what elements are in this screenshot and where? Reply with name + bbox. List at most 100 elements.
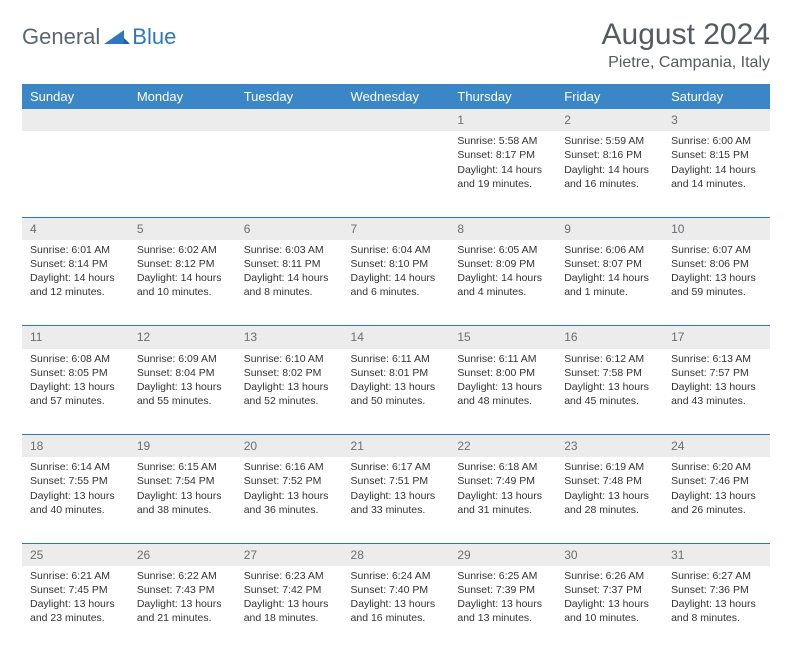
sunset-text: Sunset: 8:05 PM — [30, 366, 121, 380]
day-number: 14 — [343, 326, 450, 349]
sunrise-text: Sunrise: 6:00 AM — [671, 134, 762, 148]
sunrise-text: Sunrise: 6:05 AM — [457, 243, 548, 257]
daylight-text: Daylight: 14 hours — [244, 271, 335, 285]
day-details: Sunrise: 6:16 AMSunset: 7:52 PMDaylight:… — [236, 457, 343, 523]
daylight-text: and 12 minutes. — [30, 285, 121, 299]
page-header: General Blue August 2024 Pietre, Campani… — [22, 18, 770, 72]
sunset-text: Sunset: 7:45 PM — [30, 583, 121, 597]
sunrise-text: Sunrise: 6:23 AM — [244, 569, 335, 583]
sunset-text: Sunset: 7:55 PM — [30, 474, 121, 488]
day-details: Sunrise: 6:06 AMSunset: 8:07 PMDaylight:… — [556, 240, 663, 306]
sunset-text: Sunset: 7:39 PM — [457, 583, 548, 597]
sunset-text: Sunset: 7:49 PM — [457, 474, 548, 488]
daylight-text: Daylight: 13 hours — [351, 489, 442, 503]
sunset-text: Sunset: 8:12 PM — [137, 257, 228, 271]
day-cell: Sunrise: 6:04 AMSunset: 8:10 PMDaylight:… — [343, 240, 450, 326]
weekday-header: Saturday — [663, 84, 770, 109]
day-details: Sunrise: 6:08 AMSunset: 8:05 PMDaylight:… — [22, 349, 129, 415]
day-cell: Sunrise: 6:20 AMSunset: 7:46 PMDaylight:… — [663, 457, 770, 543]
sunset-text: Sunset: 8:04 PM — [137, 366, 228, 380]
day-number: 20 — [236, 435, 343, 458]
weekday-header: Tuesday — [236, 84, 343, 109]
daylight-text: Daylight: 13 hours — [671, 380, 762, 394]
daylight-text: and 23 minutes. — [30, 611, 121, 625]
day-number: 6 — [236, 217, 343, 240]
daylight-text: Daylight: 13 hours — [564, 597, 655, 611]
daylight-text: Daylight: 13 hours — [137, 380, 228, 394]
day-details: Sunrise: 6:20 AMSunset: 7:46 PMDaylight:… — [663, 457, 770, 523]
sunrise-text: Sunrise: 6:20 AM — [671, 460, 762, 474]
day-cell: Sunrise: 6:01 AMSunset: 8:14 PMDaylight:… — [22, 240, 129, 326]
day-body-row: Sunrise: 5:58 AMSunset: 8:17 PMDaylight:… — [22, 131, 770, 217]
daylight-text: and 38 minutes. — [137, 503, 228, 517]
daylight-text: and 1 minute. — [564, 285, 655, 299]
day-details: Sunrise: 6:26 AMSunset: 7:37 PMDaylight:… — [556, 566, 663, 632]
day-cell — [129, 131, 236, 217]
day-cell — [22, 131, 129, 217]
day-details: Sunrise: 6:13 AMSunset: 7:57 PMDaylight:… — [663, 349, 770, 415]
sunrise-text: Sunrise: 6:22 AM — [137, 569, 228, 583]
daylight-text: Daylight: 13 hours — [137, 597, 228, 611]
day-details: Sunrise: 6:12 AMSunset: 7:58 PMDaylight:… — [556, 349, 663, 415]
sunrise-text: Sunrise: 6:25 AM — [457, 569, 548, 583]
logo-triangle-icon — [104, 28, 130, 46]
day-number-row: 18192021222324 — [22, 435, 770, 458]
day-cell: Sunrise: 6:18 AMSunset: 7:49 PMDaylight:… — [449, 457, 556, 543]
sunrise-text: Sunrise: 6:04 AM — [351, 243, 442, 257]
daylight-text: and 16 minutes. — [351, 611, 442, 625]
daylight-text: Daylight: 13 hours — [564, 380, 655, 394]
day-cell: Sunrise: 6:11 AMSunset: 8:01 PMDaylight:… — [343, 349, 450, 435]
day-number: 25 — [22, 543, 129, 566]
calendar-table: Sunday Monday Tuesday Wednesday Thursday… — [22, 84, 770, 652]
day-details: Sunrise: 5:59 AMSunset: 8:16 PMDaylight:… — [556, 131, 663, 197]
sunset-text: Sunset: 7:36 PM — [671, 583, 762, 597]
sunset-text: Sunset: 7:43 PM — [137, 583, 228, 597]
sunset-text: Sunset: 8:11 PM — [244, 257, 335, 271]
day-cell: Sunrise: 6:09 AMSunset: 8:04 PMDaylight:… — [129, 349, 236, 435]
day-number — [343, 109, 450, 131]
day-cell: Sunrise: 6:15 AMSunset: 7:54 PMDaylight:… — [129, 457, 236, 543]
daylight-text: and 8 minutes. — [671, 611, 762, 625]
sunrise-text: Sunrise: 6:11 AM — [457, 352, 548, 366]
day-number: 23 — [556, 435, 663, 458]
day-cell: Sunrise: 6:06 AMSunset: 8:07 PMDaylight:… — [556, 240, 663, 326]
sunrise-text: Sunrise: 6:01 AM — [30, 243, 121, 257]
daylight-text: Daylight: 13 hours — [457, 489, 548, 503]
daylight-text: and 8 minutes. — [244, 285, 335, 299]
day-cell: Sunrise: 6:10 AMSunset: 8:02 PMDaylight:… — [236, 349, 343, 435]
day-number: 31 — [663, 543, 770, 566]
day-body-row: Sunrise: 6:01 AMSunset: 8:14 PM Daylight:… — [22, 240, 770, 326]
sunrise-text: Sunrise: 6:12 AM — [564, 352, 655, 366]
sunrise-text: Sunrise: 6:18 AM — [457, 460, 548, 474]
day-details: Sunrise: 6:17 AMSunset: 7:51 PMDaylight:… — [343, 457, 450, 523]
day-number-row: 11121314151617 — [22, 326, 770, 349]
daylight-text: Daylight: 14 hours — [671, 163, 762, 177]
day-details: Sunrise: 6:10 AMSunset: 8:02 PMDaylight:… — [236, 349, 343, 415]
day-details: Sunrise: 6:11 AMSunset: 8:00 PMDaylight:… — [449, 349, 556, 415]
daylight-text: and 19 minutes. — [457, 177, 548, 191]
day-cell: Sunrise: 6:14 AMSunset: 7:55 PMDaylight:… — [22, 457, 129, 543]
day-body-row: Sunrise: 6:21 AMSunset: 7:45 PMDaylight:… — [22, 566, 770, 652]
daylight-text: Daylight: 14 hours — [564, 163, 655, 177]
daylight-text: Daylight: 13 hours — [30, 489, 121, 503]
sunrise-text: Sunrise: 6:19 AM — [564, 460, 655, 474]
day-number — [22, 109, 129, 131]
day-details: Sunrise: 6:00 AMSunset: 8:15 PMDaylight:… — [663, 131, 770, 197]
daylight-text: Daylight: 13 hours — [30, 597, 121, 611]
sunset-text: Sunset: 8:17 PM — [457, 148, 548, 162]
day-number: 3 — [663, 109, 770, 131]
day-cell: Sunrise: 6:17 AMSunset: 7:51 PMDaylight:… — [343, 457, 450, 543]
daylight-text: Daylight: 14 hours — [457, 163, 548, 177]
day-cell: Sunrise: 5:59 AMSunset: 8:16 PMDaylight:… — [556, 131, 663, 217]
sunrise-text: Sunrise: 6:09 AM — [137, 352, 228, 366]
sunset-text: Sunset: 8:14 PM — [30, 257, 121, 271]
day-details: Sunrise: 6:09 AMSunset: 8:04 PMDaylight:… — [129, 349, 236, 415]
daylight-text: and 4 minutes. — [457, 285, 548, 299]
daylight-text: and 52 minutes. — [244, 394, 335, 408]
daylight-text: Daylight: 13 hours — [244, 597, 335, 611]
day-details: Sunrise: 6:01 AMSunset: 8:14 PMDaylight:… — [22, 240, 129, 306]
day-cell: Sunrise: 6:08 AMSunset: 8:05 PMDaylight:… — [22, 349, 129, 435]
daylight-text: Daylight: 13 hours — [244, 380, 335, 394]
sunrise-text: Sunrise: 6:27 AM — [671, 569, 762, 583]
day-details: Sunrise: 6:23 AMSunset: 7:42 PMDaylight:… — [236, 566, 343, 632]
